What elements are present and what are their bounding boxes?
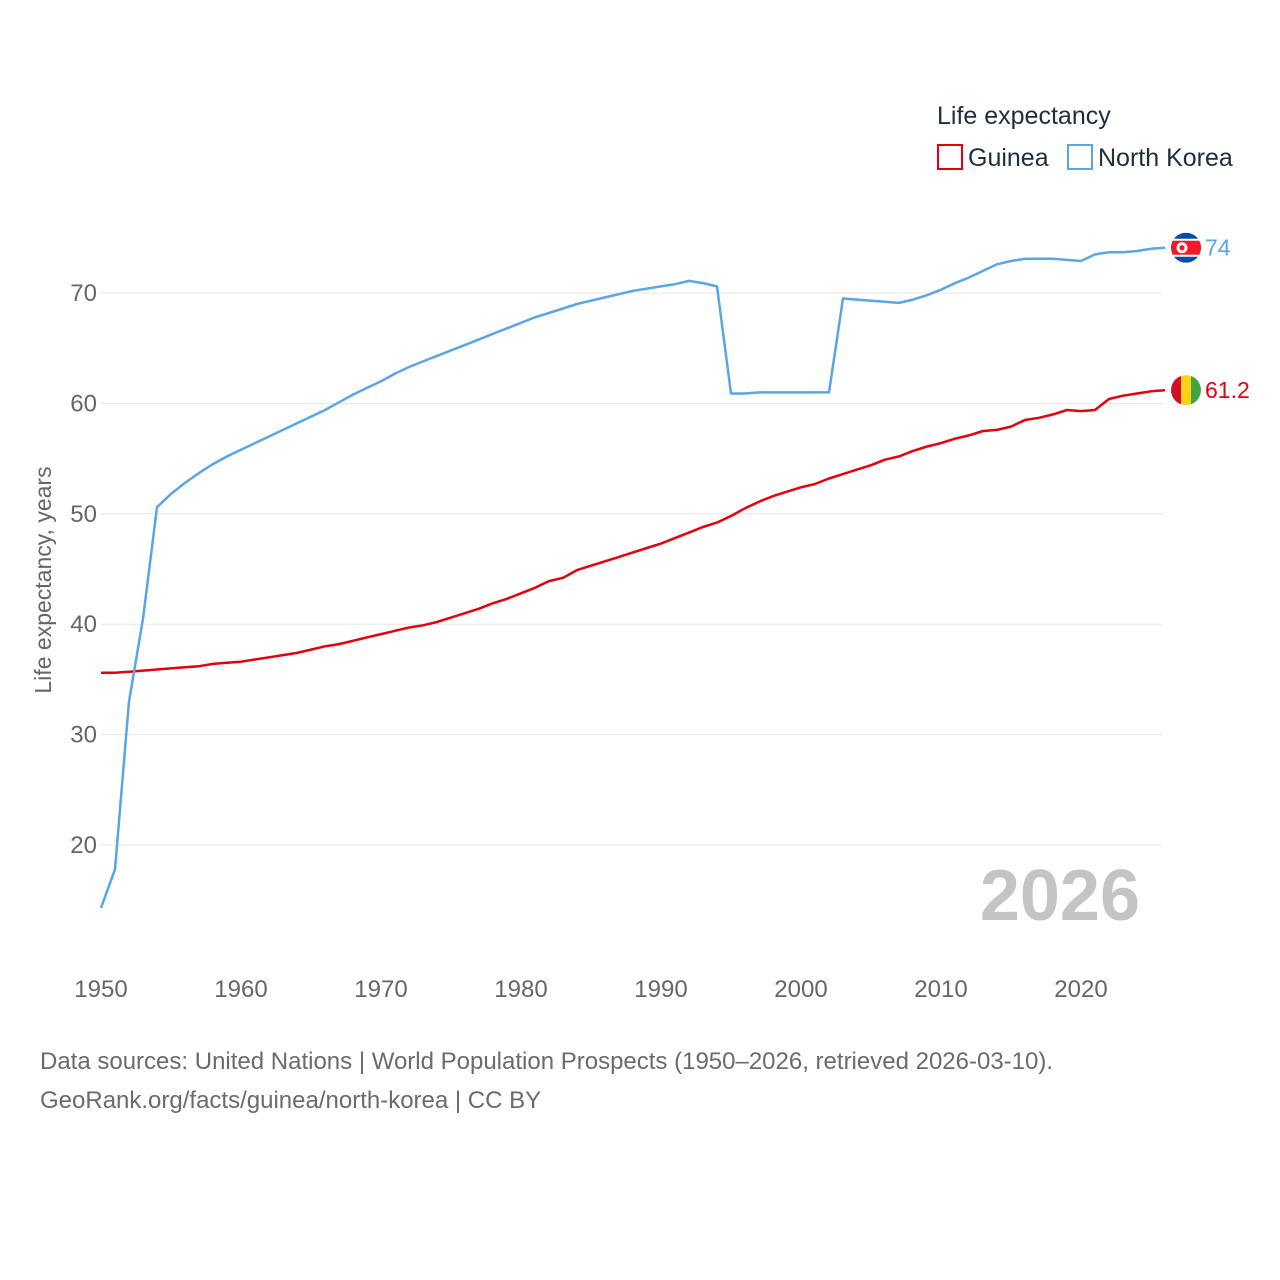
x-tick-label: 2020 bbox=[1054, 976, 1107, 1003]
y-tick-label: 40 bbox=[70, 611, 97, 638]
y-tick-label: 60 bbox=[70, 390, 97, 417]
source-line-1: Data sources: United Nations | World Pop… bbox=[40, 1048, 1054, 1075]
year-stamp: 2026 bbox=[980, 856, 1140, 936]
legend-label-guinea: Guinea bbox=[968, 144, 1049, 172]
source-note: Data sources: United Nations | World Pop… bbox=[40, 1042, 1053, 1120]
y-tick-label: 30 bbox=[70, 722, 97, 749]
y-tick-label: 20 bbox=[70, 832, 97, 859]
y-tick-label: 50 bbox=[70, 501, 97, 528]
series-end-labels: 61.2 74 bbox=[1171, 232, 1250, 406]
legend-swatch-north-korea bbox=[1067, 144, 1093, 170]
legend-swatch-guinea bbox=[937, 144, 963, 170]
y-axis-ticks: 20 30 40 50 60 70 bbox=[70, 280, 97, 859]
y-tick-label: 70 bbox=[70, 280, 97, 307]
grid-lines bbox=[101, 292, 1162, 846]
series-line-guinea[interactable] bbox=[101, 388, 1166, 675]
legend-label-north-korea: North Korea bbox=[1098, 144, 1233, 172]
source-line-2[interactable]: GeoRank.org/facts/guinea/north-korea | C… bbox=[40, 1087, 542, 1114]
legend-title: Life expectancy bbox=[937, 102, 1111, 130]
x-tick-label: 1980 bbox=[494, 976, 547, 1003]
legend-item-north-korea[interactable]: North Korea bbox=[1067, 144, 1233, 172]
x-tick-label: 1950 bbox=[74, 976, 127, 1003]
legend-item-guinea[interactable]: Guinea bbox=[937, 144, 1049, 172]
series-line-north-korea[interactable] bbox=[99, 246, 1166, 909]
line-chart: Life expectancy Guinea North Korea 20 30 4… bbox=[30, 102, 1250, 1003]
series-lines bbox=[99, 246, 1166, 909]
x-tick-label: 2010 bbox=[914, 976, 967, 1003]
x-tick-label: 2000 bbox=[774, 976, 827, 1003]
guinea-flag-icon bbox=[1171, 375, 1201, 406]
x-tick-label: 1990 bbox=[634, 976, 687, 1003]
x-axis-ticks: 1950 1960 1970 1980 1990 2000 2010 2020 bbox=[74, 976, 1107, 1003]
y-axis-label: Life expectancy, years bbox=[30, 466, 56, 693]
x-tick-label: 1970 bbox=[354, 976, 407, 1003]
x-tick-label: 1960 bbox=[214, 976, 267, 1003]
end-label-guinea: 61.2 bbox=[1205, 377, 1250, 403]
end-label-north-korea: 74 bbox=[1205, 235, 1231, 261]
north-korea-flag-icon bbox=[1171, 232, 1201, 263]
